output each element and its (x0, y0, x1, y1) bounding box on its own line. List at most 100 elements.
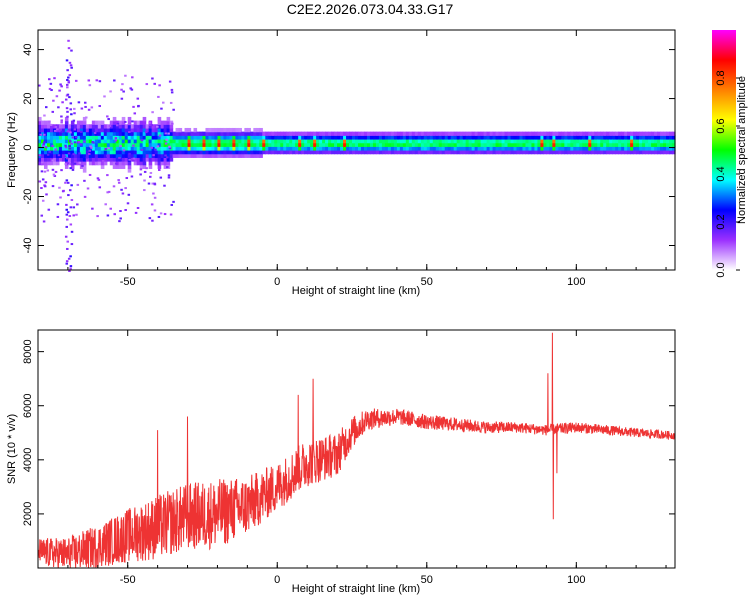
snr-x-label: Height of straight line (km) (292, 583, 420, 595)
spectrogram-speck (71, 136, 75, 139)
spectrogram-cell (76, 153, 81, 158)
spectrogram-cell (621, 131, 625, 136)
spectrogram-cell (663, 138, 667, 144)
spectrogram-cell (369, 142, 374, 147)
spectrogram-cell (79, 124, 84, 129)
spectrogram-speck (131, 120, 134, 123)
spectrogram-cell (190, 146, 195, 151)
spectrogram-cell (381, 142, 386, 147)
spectrogram-speck (114, 139, 118, 142)
spectrogram-cell (402, 142, 407, 147)
spectrogram-cell (262, 150, 266, 155)
spectrogram-cell (244, 138, 248, 144)
spectrogram-cell (142, 150, 147, 155)
spectrogram-cell (163, 142, 168, 147)
spectrogram-cell (441, 135, 446, 140)
spectrogram-cell (277, 142, 281, 147)
spectrogram-cell (289, 150, 293, 155)
spectrogram-cell (319, 135, 323, 140)
spectrogram-cell (130, 127, 135, 133)
spectrogram-cell (259, 153, 263, 158)
spectrogram-cell (390, 131, 395, 136)
spectrogram-cell (450, 142, 455, 147)
spectrogram-speck (77, 141, 81, 144)
spectrogram-cell (489, 135, 494, 140)
y-tick-label: -20 (22, 189, 34, 205)
spectrogram-speck (58, 186, 61, 189)
spectrogram-cell (256, 146, 260, 151)
spectrogram-cell (73, 150, 78, 155)
spectrogram-cell (46, 157, 51, 162)
spectrogram-cell (157, 164, 162, 169)
spectrogram-cell (142, 146, 147, 151)
spectrogram-speck (68, 189, 72, 192)
spectrogram-cell (624, 146, 628, 151)
spectrogram-cell (115, 124, 120, 129)
spectrogram-cell (337, 138, 341, 144)
spectrogram-cell (139, 124, 144, 129)
spectrogram-speck (75, 213, 78, 216)
spectrogram-cell (238, 146, 242, 151)
spectrogram-speck (170, 203, 174, 206)
spectrogram-cell (486, 138, 491, 144)
spectrogram-cell (109, 146, 114, 151)
spectrogram-cell (88, 135, 93, 140)
spectrogram-cell (435, 150, 440, 155)
spectrogram-cell (435, 135, 440, 140)
spectrogram-cell (202, 131, 207, 136)
spectrogram-cell (639, 142, 643, 147)
spectrogram-cell (516, 135, 521, 140)
spectrogram-speck (56, 128, 59, 131)
spectrogram-cell (262, 142, 266, 147)
spectrogram-cell (265, 138, 269, 144)
spectrogram-speck (153, 182, 156, 185)
spectrogram-cell (172, 138, 177, 144)
spectrogram-cell (175, 131, 180, 136)
spectrogram-speck (45, 193, 48, 196)
spectrogram-speck (40, 170, 44, 173)
spectrogram-cell (202, 138, 207, 144)
spectrogram-cell (591, 135, 595, 140)
spectrogram-cell (558, 146, 562, 151)
spectrogram-cell (325, 150, 329, 155)
spectrogram-cell (528, 146, 533, 151)
spectrogram-cell (423, 131, 428, 136)
spectrogram-cell (501, 131, 506, 136)
spectrogram-speck (170, 91, 174, 94)
spectrogram-speck (106, 154, 109, 157)
spectrogram-cell (561, 150, 565, 155)
spectrogram-cell (220, 142, 225, 147)
spectrogram-cell (537, 146, 542, 151)
spectrogram-cell (55, 146, 60, 151)
spectrogram-cell (244, 127, 248, 133)
colorbar-fill (712, 30, 736, 270)
spectrogram-cell (672, 150, 676, 155)
spectrogram-cell (435, 146, 440, 151)
spectrogram-speck (172, 108, 175, 111)
spectrogram-speck (52, 173, 56, 176)
colorbar: 0.00.20.40.60.8 Normalized spectral ampl… (712, 30, 748, 278)
spectrogram-cell (372, 146, 377, 151)
spectrogram-cell (157, 153, 162, 158)
spectrogram-cell (43, 127, 48, 133)
spectrogram-cell (163, 138, 168, 144)
spectrogram-speck (38, 154, 42, 157)
spectrogram-cell (226, 142, 230, 147)
spectrogram-speck (108, 124, 112, 127)
spectrogram-cell (73, 153, 78, 158)
spectrogram-cell (145, 124, 150, 129)
spectrogram-cell (217, 150, 222, 155)
spectrogram-cell (648, 131, 652, 136)
spectrogram-cell (289, 142, 293, 147)
spectrogram-cell (325, 131, 329, 136)
spectrogram-cell (369, 146, 374, 151)
spectrogram-cell (501, 142, 506, 147)
spectrogram-cell (187, 138, 192, 144)
spectrogram-cell (360, 131, 365, 136)
spectrogram-cell (274, 150, 278, 155)
spectrogram-speck (43, 141, 46, 144)
spectrogram-cell (591, 150, 595, 155)
spectrogram-speck (151, 77, 154, 80)
spectrogram-cell (633, 150, 637, 155)
